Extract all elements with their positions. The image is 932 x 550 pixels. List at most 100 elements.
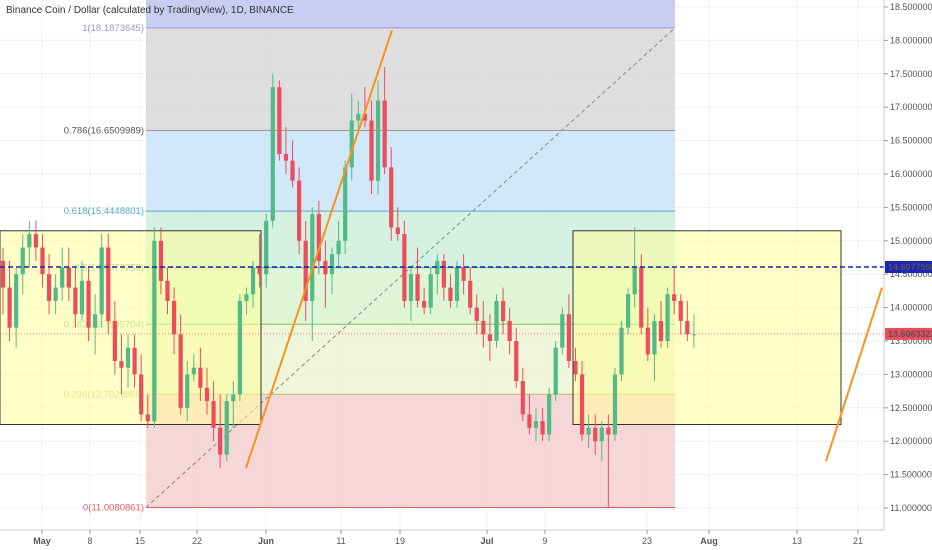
candle-body — [250, 267, 256, 295]
time-tick-label: 11 — [336, 536, 345, 546]
candle-body — [112, 320, 117, 362]
candle-body — [329, 254, 335, 275]
candle-body — [53, 287, 58, 301]
candle-body — [270, 87, 275, 221]
candle-body — [514, 341, 519, 382]
candle-body — [198, 367, 203, 388]
candle-body — [691, 334, 696, 336]
candle-body — [125, 347, 131, 368]
candle-body — [586, 427, 591, 435]
price-tick-label: 11.0000000 — [890, 503, 932, 513]
candle-body — [0, 260, 6, 288]
candle-body — [540, 421, 545, 435]
candle-body — [527, 414, 532, 428]
fib-band — [146, 0, 675, 28]
fib-level-label: 0.618(15.4448801) — [64, 206, 144, 217]
candle-body — [593, 427, 598, 442]
candle-body — [316, 214, 321, 261]
candle-body — [685, 320, 690, 335]
candle-body — [93, 314, 98, 328]
candle-body — [231, 394, 236, 402]
time-tick-label: Jul — [480, 536, 493, 546]
time-tick-label: Jun — [258, 536, 274, 546]
candle-body — [665, 294, 670, 341]
cursor-price-label-bg — [885, 327, 932, 340]
price-tick-label: 18.5000000 — [890, 2, 932, 12]
price-tick-label: 16.5000000 — [890, 136, 932, 146]
price-tick-label: 13.5000000 — [890, 336, 932, 346]
candle-body — [435, 260, 440, 275]
candle-body — [619, 327, 624, 375]
price-axis — [884, 0, 932, 550]
candle-body — [178, 334, 183, 408]
candle-body — [303, 240, 308, 301]
candle-body — [448, 287, 453, 301]
price-tick-label: 16.0000000 — [890, 169, 932, 179]
candle-body — [468, 280, 473, 308]
price-tick-label: 12.0000000 — [890, 436, 932, 446]
candle-body — [579, 374, 585, 435]
candle-body — [612, 374, 618, 435]
candle-body — [283, 153, 289, 161]
last-price-label-bg — [885, 261, 932, 274]
candle-body — [218, 427, 223, 455]
candle-body — [237, 300, 242, 395]
candle-body — [139, 374, 144, 415]
candle-body — [500, 300, 506, 321]
time-tick-label: 23 — [642, 536, 652, 546]
candle-body — [678, 300, 683, 321]
candle-body — [395, 227, 400, 235]
candle-body — [389, 167, 394, 228]
cursor-price-label: 13.6063322 — [888, 329, 932, 339]
candle-body — [566, 314, 571, 362]
candle-body — [297, 180, 302, 241]
time-tick-label: 8 — [87, 536, 92, 546]
candle-body — [632, 267, 637, 295]
time-tick-label: 22 — [192, 536, 202, 546]
candle-body — [264, 220, 269, 275]
price-tick-label: 13.0000000 — [890, 369, 932, 379]
candle-body — [60, 267, 65, 288]
candle-body — [461, 267, 466, 281]
fib-level-label: 0.786(16.6509989) — [64, 126, 144, 137]
candle-body — [626, 294, 631, 328]
candle-body — [99, 247, 104, 315]
time-tick-label: May — [33, 536, 51, 546]
candle-body — [369, 120, 374, 181]
time-tick-label: 9 — [542, 536, 547, 546]
candle-body — [672, 294, 677, 301]
candle-body — [441, 260, 446, 288]
candle-body — [422, 300, 427, 308]
candle-body — [27, 234, 32, 248]
candle-body — [428, 274, 433, 308]
candle-body — [290, 160, 295, 181]
candle-body — [310, 214, 315, 301]
candle-body — [224, 401, 229, 455]
fib-level-label: 1(18.1873645) — [82, 23, 144, 34]
candle-body — [171, 300, 177, 335]
candle-body — [132, 347, 137, 375]
candle-body — [382, 100, 387, 168]
candle-body — [40, 247, 45, 275]
chart-title: Binance Coin / Dollar (calculated by Tra… — [6, 5, 294, 16]
candle-body — [119, 361, 124, 368]
candle-body — [507, 320, 512, 341]
price-tick-label: 14.5000000 — [890, 269, 932, 279]
time-tick-label: 21 — [853, 536, 863, 546]
candle-body — [244, 294, 249, 301]
candle-body — [652, 320, 657, 355]
candle-body — [560, 314, 565, 348]
candle-body — [158, 240, 164, 281]
fib-band — [146, 27, 675, 131]
candle-body — [415, 274, 420, 301]
candle-body — [33, 234, 38, 248]
trend-line-projection — [825, 287, 883, 462]
price-tick-label: 17.0000000 — [890, 102, 932, 112]
candle-body — [204, 387, 210, 402]
candle-body — [474, 307, 479, 321]
price-tick-label: 12.5000000 — [890, 403, 932, 413]
candle-body — [454, 267, 460, 301]
candle-body — [323, 260, 328, 275]
candle-body — [343, 167, 348, 241]
